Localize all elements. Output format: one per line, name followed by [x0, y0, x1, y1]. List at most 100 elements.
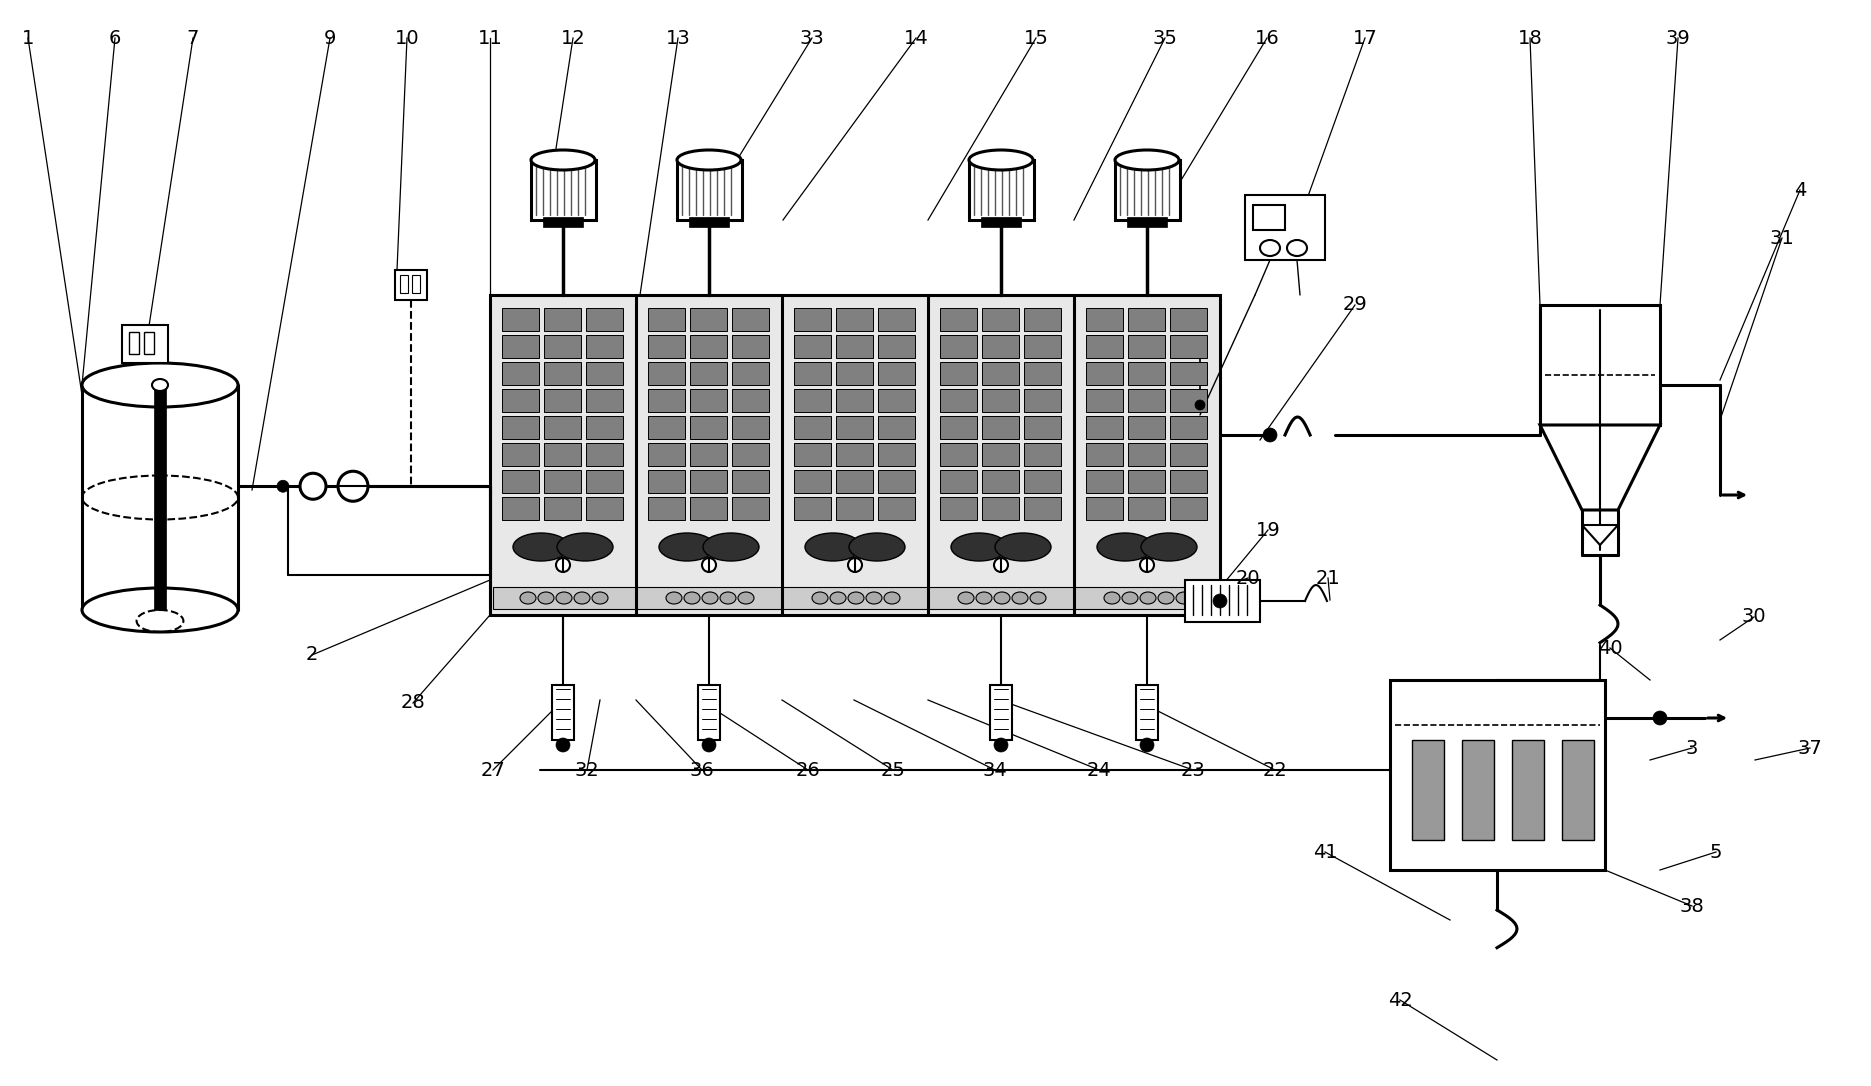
Bar [1562, 740, 1594, 839]
Bar [836, 497, 874, 520]
Bar [1023, 497, 1061, 520]
Bar [544, 308, 582, 331]
Bar [982, 443, 1020, 466]
Bar [1128, 308, 1166, 331]
Bar [544, 443, 582, 466]
Text: 40: 40 [1598, 639, 1622, 657]
Bar [501, 443, 539, 466]
Text: 7: 7 [187, 28, 198, 48]
Ellipse shape [591, 592, 608, 604]
Bar [586, 497, 623, 520]
Bar [877, 497, 915, 520]
Bar [586, 308, 623, 331]
Bar [501, 308, 539, 331]
Ellipse shape [994, 558, 1008, 572]
Bar [586, 416, 623, 439]
Bar [982, 416, 1020, 439]
Ellipse shape [831, 592, 846, 604]
Bar [732, 362, 769, 386]
Text: 16: 16 [1255, 28, 1280, 48]
Ellipse shape [1652, 711, 1667, 725]
Ellipse shape [1212, 594, 1227, 608]
Bar [501, 362, 539, 386]
Bar [1085, 470, 1123, 493]
Ellipse shape [702, 738, 717, 752]
Bar [1128, 362, 1166, 386]
Bar [1023, 443, 1061, 466]
Bar [980, 217, 1022, 227]
Ellipse shape [849, 533, 906, 561]
Bar [1413, 740, 1444, 839]
Text: 22: 22 [1263, 760, 1287, 780]
Bar [1023, 470, 1061, 493]
Ellipse shape [1263, 428, 1278, 442]
Bar [501, 497, 539, 520]
Bar [732, 416, 769, 439]
Bar [544, 389, 582, 412]
Bar [647, 416, 685, 439]
Bar [877, 362, 915, 386]
Ellipse shape [677, 150, 741, 171]
Bar [836, 308, 874, 331]
Text: 39: 39 [1665, 28, 1690, 48]
Ellipse shape [702, 558, 717, 572]
Bar [939, 308, 977, 331]
Ellipse shape [1139, 592, 1156, 604]
Bar [793, 362, 831, 386]
Text: 30: 30 [1742, 607, 1766, 627]
Bar [647, 470, 685, 493]
Ellipse shape [513, 533, 569, 561]
Ellipse shape [1115, 150, 1179, 171]
Ellipse shape [958, 592, 975, 604]
Bar [1023, 389, 1061, 412]
Ellipse shape [1139, 738, 1154, 752]
Bar [690, 308, 728, 331]
Ellipse shape [805, 533, 861, 561]
Bar [793, 416, 831, 439]
Bar [492, 588, 1216, 609]
Bar [1023, 362, 1061, 386]
Bar [1085, 308, 1123, 331]
Bar [586, 443, 623, 466]
Bar [122, 325, 168, 363]
Bar [1128, 334, 1166, 358]
Ellipse shape [720, 592, 735, 604]
Bar [1085, 497, 1123, 520]
Bar [544, 416, 582, 439]
Text: 41: 41 [1313, 843, 1338, 861]
Bar [836, 470, 874, 493]
Text: 18: 18 [1517, 28, 1542, 48]
Ellipse shape [556, 738, 571, 752]
Bar [412, 275, 419, 293]
Bar [1184, 580, 1259, 622]
Ellipse shape [848, 592, 864, 604]
Bar [552, 685, 574, 740]
Bar [501, 334, 539, 358]
Ellipse shape [1123, 592, 1138, 604]
Ellipse shape [1177, 592, 1192, 604]
Ellipse shape [1104, 592, 1121, 604]
Ellipse shape [82, 588, 238, 632]
Ellipse shape [1196, 400, 1205, 411]
Bar [732, 389, 769, 412]
Ellipse shape [812, 592, 829, 604]
Text: 26: 26 [795, 760, 819, 780]
Bar [1169, 497, 1207, 520]
Bar [939, 362, 977, 386]
Text: 19: 19 [1255, 520, 1280, 540]
Bar [647, 443, 685, 466]
Bar [647, 334, 685, 358]
Ellipse shape [977, 592, 992, 604]
Bar [1128, 389, 1166, 412]
Bar [1085, 389, 1123, 412]
Polygon shape [1583, 525, 1618, 545]
Text: 23: 23 [1181, 760, 1205, 780]
Ellipse shape [556, 592, 573, 604]
Bar [969, 160, 1035, 220]
Bar [689, 217, 730, 227]
Ellipse shape [1141, 533, 1197, 561]
Bar [647, 362, 685, 386]
Bar [501, 416, 539, 439]
Bar [939, 334, 977, 358]
Ellipse shape [277, 480, 288, 492]
